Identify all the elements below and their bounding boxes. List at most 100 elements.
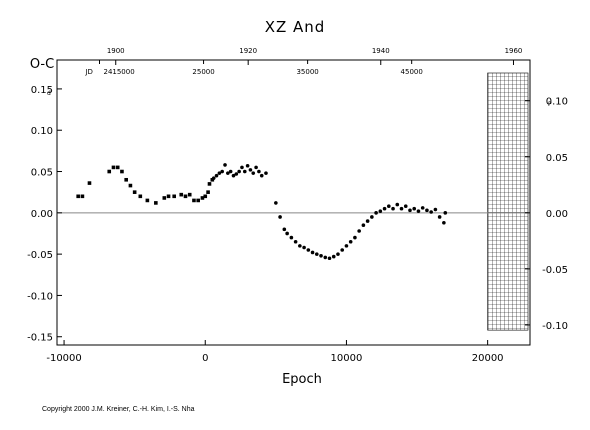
data-point-dot: [226, 171, 230, 175]
data-point-dot: [231, 173, 236, 178]
data-point-square: [76, 194, 80, 199]
data-point-dot: [293, 239, 298, 244]
data-point-dot: [248, 168, 253, 172]
data-point-square: [166, 194, 171, 199]
y-tick-label: 0.10: [31, 126, 53, 137]
data-point-dot: [387, 204, 391, 209]
x-tick-label: 20000: [472, 353, 504, 364]
plot-frame: [56, 59, 531, 346]
data-point-square: [115, 165, 120, 170]
data-point-square: [196, 198, 200, 203]
data-point-dot: [310, 250, 315, 255]
data-point-dot: [302, 245, 306, 250]
data-point-dot: [220, 169, 224, 174]
top-jd-label: 25000: [192, 68, 214, 76]
y-unit-right-sup: P: [548, 101, 552, 108]
data-point-dot: [251, 171, 256, 175]
data-point-dot: [282, 227, 287, 232]
copyright-note: Copyright 2000 J.M. Kreiner, C.-H. Kim, …: [42, 406, 195, 413]
x-axis: -10000 0 10000 20000: [46, 340, 504, 364]
data-point-square: [183, 194, 188, 199]
data-point-dot: [331, 254, 336, 259]
y-tick-label: -0.05: [27, 250, 53, 261]
top-year-label: 1940: [372, 47, 390, 55]
data-point-dot: [443, 211, 448, 215]
data-point-dot: [416, 209, 421, 213]
data-point-dot: [391, 206, 395, 211]
y-tick-label: -0.10: [27, 291, 53, 302]
data-point-dot: [425, 208, 429, 213]
data-point-dot: [399, 206, 404, 211]
right-tick-label: 0.10: [546, 97, 568, 108]
data-point-dot: [257, 169, 261, 174]
data-point-dot: [374, 211, 378, 215]
frame-rect: [56, 59, 531, 346]
data-point-dot: [327, 256, 332, 261]
data-point-square: [192, 198, 196, 203]
top-axis-jd: 2415000 25000 35000 45000: [98, 60, 423, 76]
x-tick-label: 10000: [331, 353, 363, 364]
data-point-dot: [234, 172, 239, 176]
top-jd-label: 2415000: [103, 68, 134, 76]
data-point-dot: [357, 229, 361, 233]
data-point-dot: [274, 201, 278, 205]
data-point-square: [187, 192, 192, 197]
data-point-dot: [319, 253, 323, 258]
top-year-label: 1960: [505, 47, 523, 55]
y-unit-left: d: [47, 90, 51, 97]
data-point-dot: [361, 223, 366, 228]
data-point-dot: [254, 165, 258, 170]
chart-title: XZ And: [265, 18, 326, 36]
x-tick-label: -10000: [46, 353, 81, 364]
data-point-dot: [259, 173, 264, 178]
data-point-dot: [437, 215, 442, 219]
data-point-dot: [278, 215, 282, 219]
data-point-dot: [298, 244, 302, 248]
data-point-square: [128, 183, 133, 188]
y-tick-label: 0.05: [31, 168, 53, 179]
data-point-dot: [433, 207, 438, 212]
data-point-dot: [285, 231, 289, 236]
data-point-dot: [289, 235, 294, 240]
data-point-square: [145, 198, 150, 203]
hatched-region: [487, 72, 529, 331]
x-axis-label: Epoch: [282, 372, 322, 387]
right-tick-label: 0.00: [546, 209, 568, 220]
y-tick-label: 0.00: [31, 209, 53, 220]
data-point-square: [111, 165, 116, 170]
data-point-dot: [314, 252, 319, 256]
data-point-dot: [344, 244, 349, 248]
data-point-dot: [429, 210, 433, 214]
data-point-dot: [336, 252, 340, 256]
top-year-label: 1900: [107, 47, 125, 55]
data-point-dot: [242, 169, 247, 174]
data-point-square: [124, 177, 128, 182]
data-point-square: [206, 190, 210, 194]
right-tick-label: -0.05: [542, 265, 568, 276]
data-point-dot: [306, 248, 311, 252]
data-point-dot: [237, 169, 241, 174]
y-tick-label: -0.15: [27, 333, 53, 344]
data-point-dot: [264, 171, 268, 175]
data-point-square: [179, 192, 184, 197]
data-point-square: [203, 194, 208, 199]
y-tick-label: 0.15: [31, 85, 53, 96]
data-point-dot: [382, 206, 387, 211]
data-point-dot: [370, 215, 374, 219]
data-point-square: [87, 181, 92, 185]
y-axis: -0.15 -0.10 -0.05 0.00 0.05 0.10 0.15: [27, 85, 62, 344]
data-point-dot: [412, 206, 417, 211]
data-point-dot: [403, 204, 408, 209]
right-tick-label: 0.05: [546, 153, 568, 164]
data-point-dot: [211, 176, 216, 180]
data-point-dot: [395, 202, 400, 207]
x-tick-label: 0: [202, 353, 208, 364]
data-point-square: [207, 182, 212, 186]
hatch-fill: [487, 72, 529, 331]
data-point-square: [107, 169, 112, 174]
data-point-dot: [378, 209, 383, 213]
y-axis-label: O-C: [30, 57, 54, 72]
top-axis-years: 190019201940196019802000: [107, 47, 523, 65]
